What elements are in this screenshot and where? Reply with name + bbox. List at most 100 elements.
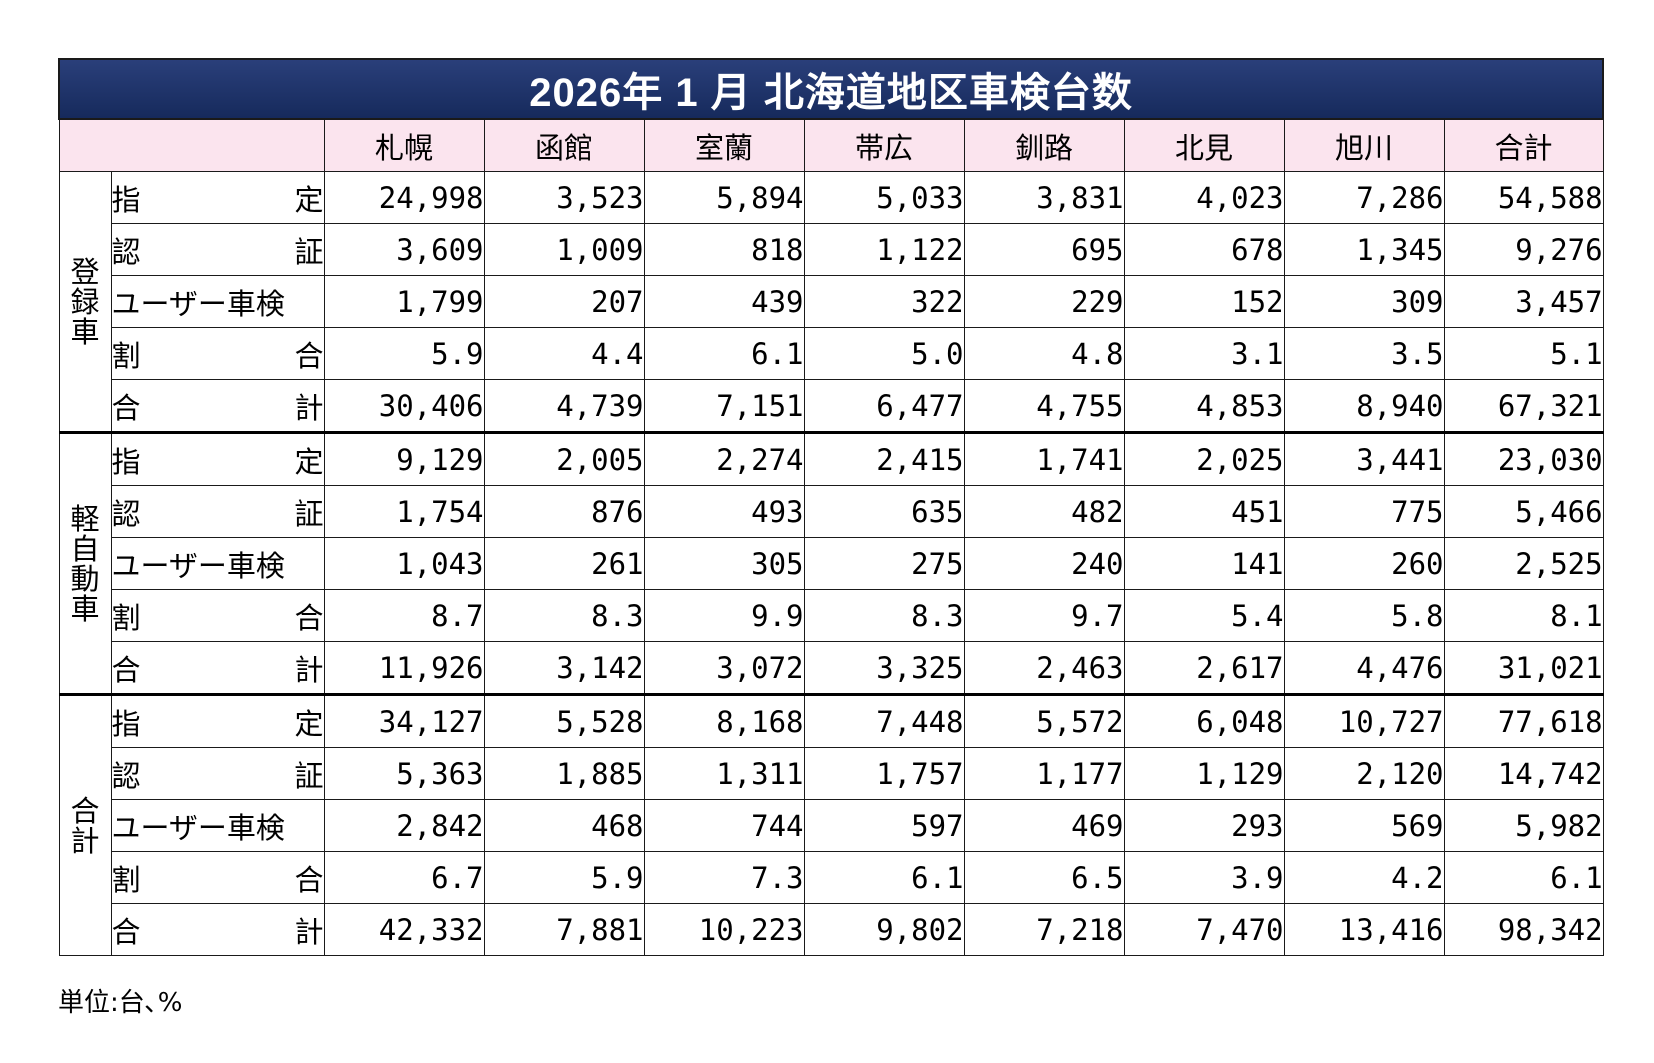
data-cell: 3,609 (323, 223, 485, 276)
data-cell: 10,727 (1283, 693, 1445, 748)
data-cell: 3.1 (1123, 327, 1285, 380)
data-cell: 9,276 (1443, 223, 1604, 276)
row-label-text: 指定 (111, 182, 324, 217)
data-cell: 7.3 (643, 851, 805, 904)
data-cell: 2,005 (483, 431, 645, 486)
row-label: ユーザー車検 (110, 537, 325, 590)
data-cell: 5,982 (1443, 799, 1604, 852)
data-cell: 11,926 (323, 641, 485, 695)
header-row: 札幌 函館 室蘭 帯広 釧路 北見 旭川 合計 (58, 118, 1604, 172)
data-cell: 3,523 (483, 171, 645, 224)
column-header: 函館 (483, 118, 645, 172)
data-cell: 7,218 (963, 903, 1125, 956)
data-cell: 6.5 (963, 851, 1125, 904)
row-label-text: 合計 (111, 652, 324, 687)
data-cell: 8.1 (1443, 589, 1604, 642)
data-cell: 54,588 (1443, 171, 1604, 224)
data-cell: 2,120 (1283, 747, 1445, 800)
data-cell: 6,048 (1123, 693, 1285, 748)
inspection-table: 2026年 1 月 北海道地区車検台数 札幌 函館 室蘭 帯広 釧路 北見 旭川 合計 登録車… (57, 58, 1605, 956)
data-cell: 141 (1123, 537, 1285, 590)
data-cell: 1,754 (323, 485, 485, 538)
data-cell: 635 (803, 485, 965, 538)
data-cell: 7,881 (483, 903, 645, 956)
row-label-text: 合計 (111, 914, 324, 949)
data-cell: 9.9 (643, 589, 805, 642)
table-row: 認証 5,363 1,885 1,311 1,757 1,177 1,129 2,120 14,… (59, 747, 1604, 800)
column-header: 合計 (1443, 118, 1604, 172)
data-cell: 9,129 (323, 431, 485, 486)
data-cell: 1,757 (803, 747, 965, 800)
row-label-text: 合計 (111, 390, 324, 425)
group-label: 登録車 (58, 171, 112, 433)
data-cell: 30,406 (323, 379, 485, 433)
data-cell: 229 (963, 275, 1125, 328)
data-cell: 5,572 (963, 693, 1125, 748)
data-cell: 2,525 (1443, 537, 1604, 590)
data-cell: 1,043 (323, 537, 485, 590)
row-label: 指定 (110, 431, 325, 486)
header-corner (58, 118, 325, 172)
data-cell: 1,311 (643, 747, 805, 800)
row-label: 認証 (110, 747, 325, 800)
data-cell: 275 (803, 537, 965, 590)
row-label: ユーザー車検 (110, 799, 325, 852)
data-cell: 5,894 (643, 171, 805, 224)
row-label-text: ユーザー車検 (111, 548, 285, 583)
data-cell: 2,463 (963, 641, 1125, 695)
data-cell: 468 (483, 799, 645, 852)
data-cell: 5,363 (323, 747, 485, 800)
column-header: 室蘭 (643, 118, 805, 172)
row-label: 認証 (110, 223, 325, 276)
data-cell: 13,416 (1283, 903, 1445, 956)
data-cell: 818 (643, 223, 805, 276)
table-row: 割合 6.7 5.9 7.3 6.1 6.5 3.9 4.2 6.1 (59, 851, 1604, 904)
row-label: 合計 (110, 903, 325, 956)
data-cell: 5.9 (323, 327, 485, 380)
data-cell: 31,021 (1443, 641, 1604, 695)
data-cell: 876 (483, 485, 645, 538)
data-cell: 98,342 (1443, 903, 1604, 956)
row-label: 認証 (110, 485, 325, 538)
data-cell: 8.3 (803, 589, 965, 642)
data-cell: 2,842 (323, 799, 485, 852)
data-cell: 34,127 (323, 693, 485, 748)
data-cell: 5.8 (1283, 589, 1445, 642)
data-cell: 4,023 (1123, 171, 1285, 224)
data-cell: 67,321 (1443, 379, 1604, 433)
data-cell: 1,799 (323, 275, 485, 328)
data-cell: 23,030 (1443, 431, 1604, 486)
data-cell: 2,274 (643, 431, 805, 486)
table-row: 合計 指定 34,127 5,528 8,168 7,448 5,572 6,048 10,72… (58, 693, 1604, 956)
data-cell: 8.3 (483, 589, 645, 642)
data-cell: 207 (483, 275, 645, 328)
row-label: 割合 (110, 589, 325, 642)
unit-note: 単位:台､% (58, 988, 183, 1018)
data-cell: 260 (1283, 537, 1445, 590)
row-label-text: 割合 (111, 862, 324, 897)
column-header: 旭川 (1283, 118, 1445, 172)
row-label-text: ユーザー車検 (111, 810, 285, 845)
data-cell: 5,466 (1443, 485, 1604, 538)
data-cell: 1,885 (483, 747, 645, 800)
data-cell: 469 (963, 799, 1125, 852)
table-row: ユーザー車検 1,799 207 439 322 229 152 309 3,457 (59, 275, 1604, 328)
row-label: 割合 (110, 327, 325, 380)
row-label-text: 割合 (111, 600, 324, 635)
data-cell: 451 (1123, 485, 1285, 538)
table-row: 合計 30,406 4,739 7,151 6,477 4,755 4,853 8,940 67… (59, 379, 1604, 433)
data-cell: 7,286 (1283, 171, 1445, 224)
data-cell: 5,528 (483, 693, 645, 748)
row-label: ユーザー車検 (110, 275, 325, 328)
data-cell: 1,009 (483, 223, 645, 276)
row-label-text: 割合 (111, 338, 324, 373)
data-cell: 240 (963, 537, 1125, 590)
data-cell: 3,457 (1443, 275, 1604, 328)
data-cell: 4.4 (483, 327, 645, 380)
data-cell: 1,345 (1283, 223, 1445, 276)
data-cell: 7,151 (643, 379, 805, 433)
data-cell: 482 (963, 485, 1125, 538)
row-label-text: 認証 (111, 758, 324, 793)
data-cell: 9.7 (963, 589, 1125, 642)
data-cell: 439 (643, 275, 805, 328)
